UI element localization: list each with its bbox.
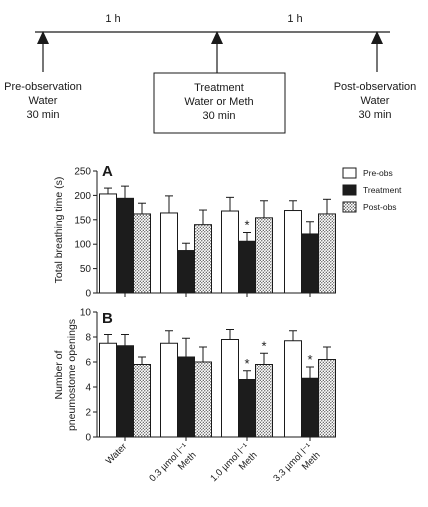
legend-item-pre-obs: Pre-obs: [342, 167, 393, 179]
panel-a-bar-post-obs: [133, 213, 151, 294]
legend-item-post-obs: Post-obs: [342, 201, 397, 213]
panel-a-breathing-time: A Total breathing time (s) 0 50 100 150 200 2…: [53, 163, 336, 300]
treatment-box: [153, 72, 286, 134]
panel-a-bar-treatment: [301, 233, 319, 294]
panel-b-y-tick-label: 10: [80, 308, 92, 319]
panel-a-bar-post-obs: [255, 217, 273, 294]
panel-b-bar-treatment: [177, 356, 195, 438]
panel-b-y-tick-label: 2: [85, 408, 91, 419]
category-axis-labels: Water 0.3 µmol l⁻¹Meth 1.0 µmol l⁻¹Meth 3.3…: [104, 441, 323, 492]
panel-a-y-axis-title: Total breathing time (s): [53, 177, 65, 284]
panel-a-y-tick-label: 150: [74, 215, 91, 226]
up-arrow-icon: [37, 31, 49, 44]
timeline-interval-1: 1 h: [105, 13, 120, 25]
pre-observation-line-2: Water: [29, 95, 58, 107]
post-observation-line-3: 30 min: [358, 109, 391, 121]
panel-a-bar-pre-obs: [221, 210, 239, 294]
panel-a-y-tick-label: 250: [74, 167, 91, 178]
treatment-line-2: Water or Meth: [184, 96, 253, 108]
treatment-line-3: 30 min: [202, 110, 235, 122]
panel-b-bar-post-obs: [194, 361, 212, 438]
panel-a-bar-pre-obs: [284, 210, 302, 294]
legend: Pre-obs Treatment Post-obs: [342, 167, 402, 213]
pre-observation-line-3: 30 min: [26, 109, 59, 121]
panel-b-bar-treatment: [301, 377, 319, 438]
up-arrow-icon: [371, 31, 383, 44]
pre-observation-line-1: Pre-observation: [4, 81, 82, 93]
panel-b-y-tick-label: 8: [85, 333, 91, 344]
panel-b-y-tick-label: 6: [85, 358, 91, 369]
panel-a-bar-pre-obs: [160, 212, 178, 294]
panel-b-bar-pre-obs: [221, 339, 239, 438]
category-label: Water: [104, 441, 129, 466]
category-label: 3.3 µmol l⁻¹Meth: [271, 441, 322, 492]
panel-a-significance-mark: *: [244, 217, 249, 232]
category-label: 0.3 µmol l⁻¹Meth: [147, 441, 198, 492]
category-label-line: Water: [104, 441, 129, 466]
panel-b-bar-treatment: [116, 345, 134, 438]
post-observation-marker: Post-observation Water 30 min: [334, 31, 417, 121]
panel-b-bar-pre-obs: [99, 342, 117, 438]
panel-a-label: A: [102, 163, 113, 180]
panel-b-label: B: [102, 310, 113, 327]
panel-b-significance-mark: *: [307, 352, 312, 367]
panel-a-bar-treatment: [177, 250, 195, 294]
panel-a-marks: 0 50 100 150 200 250 *: [74, 167, 336, 300]
panel-a-bar-post-obs: [194, 224, 212, 294]
treatment-marker: Treatment Water or Meth 30 min: [153, 31, 286, 134]
panel-a-bar-pre-obs: [99, 193, 117, 294]
legend-item-treatment: Treatment: [342, 184, 402, 196]
post-observation-line-1: Post-observation: [334, 81, 417, 93]
panel-a-y-tick-label: 200: [74, 191, 91, 202]
panel-b-significance-mark: *: [244, 356, 249, 371]
pre-observation-marker: Pre-observation Water 30 min: [4, 31, 82, 121]
panel-b-bar-pre-obs: [284, 340, 302, 438]
treatment-line-1: Treatment: [194, 82, 244, 94]
legend-swatch-treatment: [342, 184, 357, 196]
legend-swatch-pre-obs: [342, 167, 357, 179]
panel-b-y-tick-label: 4: [85, 383, 91, 394]
panel-b-bar-post-obs: [318, 359, 336, 438]
legend-label-pre-obs: Pre-obs: [363, 168, 393, 178]
panel-b-bar-post-obs: [255, 364, 273, 438]
panel-b-bar-pre-obs: [160, 342, 178, 438]
post-observation-line-2: Water: [361, 95, 390, 107]
panel-a-bar-post-obs: [318, 213, 336, 294]
panel-b-y-tick-label: 0: [85, 433, 91, 444]
panel-b-marks: 0 2 4 6 8 10 * * *: [80, 308, 336, 444]
panel-a-y-tick-label: 0: [85, 289, 91, 300]
timeline-interval-2: 1 h: [287, 13, 302, 25]
panel-a-y-tick-label: 50: [80, 264, 92, 275]
panel-b-bar-treatment: [238, 379, 256, 438]
up-arrow-icon: [211, 31, 223, 44]
panel-b-significance-mark: *: [261, 338, 266, 353]
timeline: 1 h 1 h Pre-observation Water 30 min Tre…: [4, 13, 417, 134]
legend-label-treatment: Treatment: [363, 185, 402, 195]
panel-a-y-tick-label: 100: [74, 240, 91, 251]
legend-swatch-post-obs: [342, 201, 357, 213]
category-label: 1.0 µmol l⁻¹Meth: [208, 441, 259, 492]
panel-a-bar-treatment: [238, 240, 256, 294]
panel-a-bar-treatment: [116, 197, 134, 294]
legend-label-post-obs: Post-obs: [363, 202, 397, 212]
panel-b-bar-post-obs: [133, 364, 151, 438]
panel-b-y-axis-title-line-2: pneumostome openings: [66, 319, 78, 431]
panel-b-y-axis-title-line-1: Number of: [53, 350, 65, 399]
panel-b-pneumostome-openings: B Number of pneumostome openings 0 2 4 6 8 10…: [53, 308, 336, 444]
